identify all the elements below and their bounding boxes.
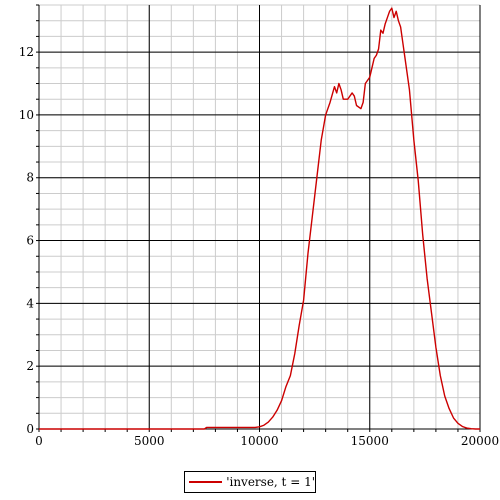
x-tick-label: 10000 (240, 434, 278, 448)
y-tick-label: 2 (26, 359, 34, 373)
x-tick-label: 20000 (461, 434, 499, 448)
series-line-inverse (39, 7, 480, 430)
x-tick-label: 0 (35, 434, 43, 448)
y-tick-label: 6 (26, 234, 34, 248)
y-tick-label: 4 (26, 296, 34, 310)
tick-labels: 0 5000 10000 15000 20000 0 2 4 6 8 10 12 (19, 45, 499, 448)
y-tick-label: 0 (26, 422, 34, 436)
series-group (39, 7, 480, 430)
y-tick-label: 8 (26, 171, 34, 185)
y-tick-label: 12 (19, 45, 34, 59)
legend: 'inverse, t = 1' (184, 471, 316, 493)
x-tick-label: 15000 (351, 434, 389, 448)
x-tick-label: 5000 (134, 434, 165, 448)
y-tick-label: 10 (19, 108, 34, 122)
legend-label: 'inverse, t = 1' (226, 475, 315, 489)
legend-line-swatch (189, 481, 223, 483)
